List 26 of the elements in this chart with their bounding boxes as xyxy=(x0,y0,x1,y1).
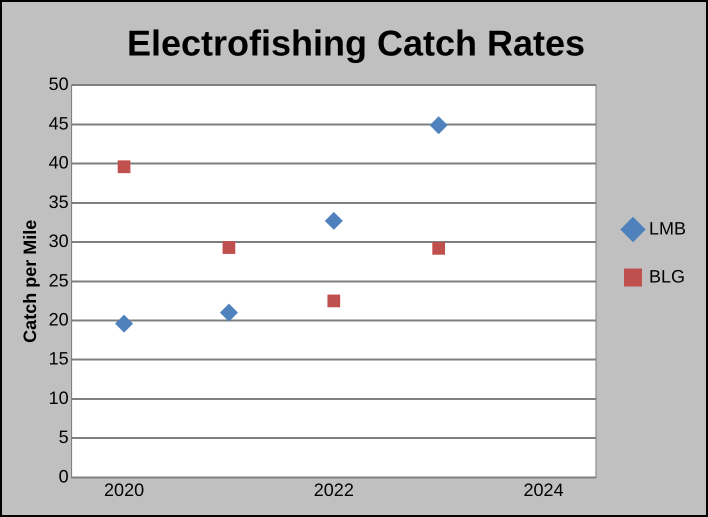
y-tick-label: 15 xyxy=(48,348,69,369)
y-tick-label: 30 xyxy=(48,231,69,252)
point xyxy=(222,241,236,254)
legend-label: BLG xyxy=(648,266,686,286)
point xyxy=(324,212,343,230)
y-tick-label: 0 xyxy=(58,466,69,486)
x-tick-label: 2022 xyxy=(314,480,354,500)
y-tick-label: 40 xyxy=(48,152,69,173)
y-axis-title: Catch per Mile xyxy=(20,220,40,343)
y-tick-label: 5 xyxy=(58,427,69,448)
chart-title: Electrofishing Catch Rates xyxy=(126,22,586,64)
y-tick-label: 25 xyxy=(48,270,69,290)
y-tick-label: 50 xyxy=(48,74,69,94)
x-tick-label: 2020 xyxy=(104,480,144,500)
y-tick-label: 10 xyxy=(48,388,69,408)
y-tick-label: 35 xyxy=(48,192,69,212)
point xyxy=(432,242,446,255)
y-tick-label: 20 xyxy=(48,309,69,330)
point xyxy=(115,314,134,333)
point xyxy=(118,160,130,174)
y-tick-label: 45 xyxy=(48,113,69,134)
point xyxy=(327,294,340,308)
x-tick-label: 2024 xyxy=(524,480,564,500)
point xyxy=(220,304,238,322)
legend-label: LMB xyxy=(648,218,686,238)
point xyxy=(430,116,448,134)
